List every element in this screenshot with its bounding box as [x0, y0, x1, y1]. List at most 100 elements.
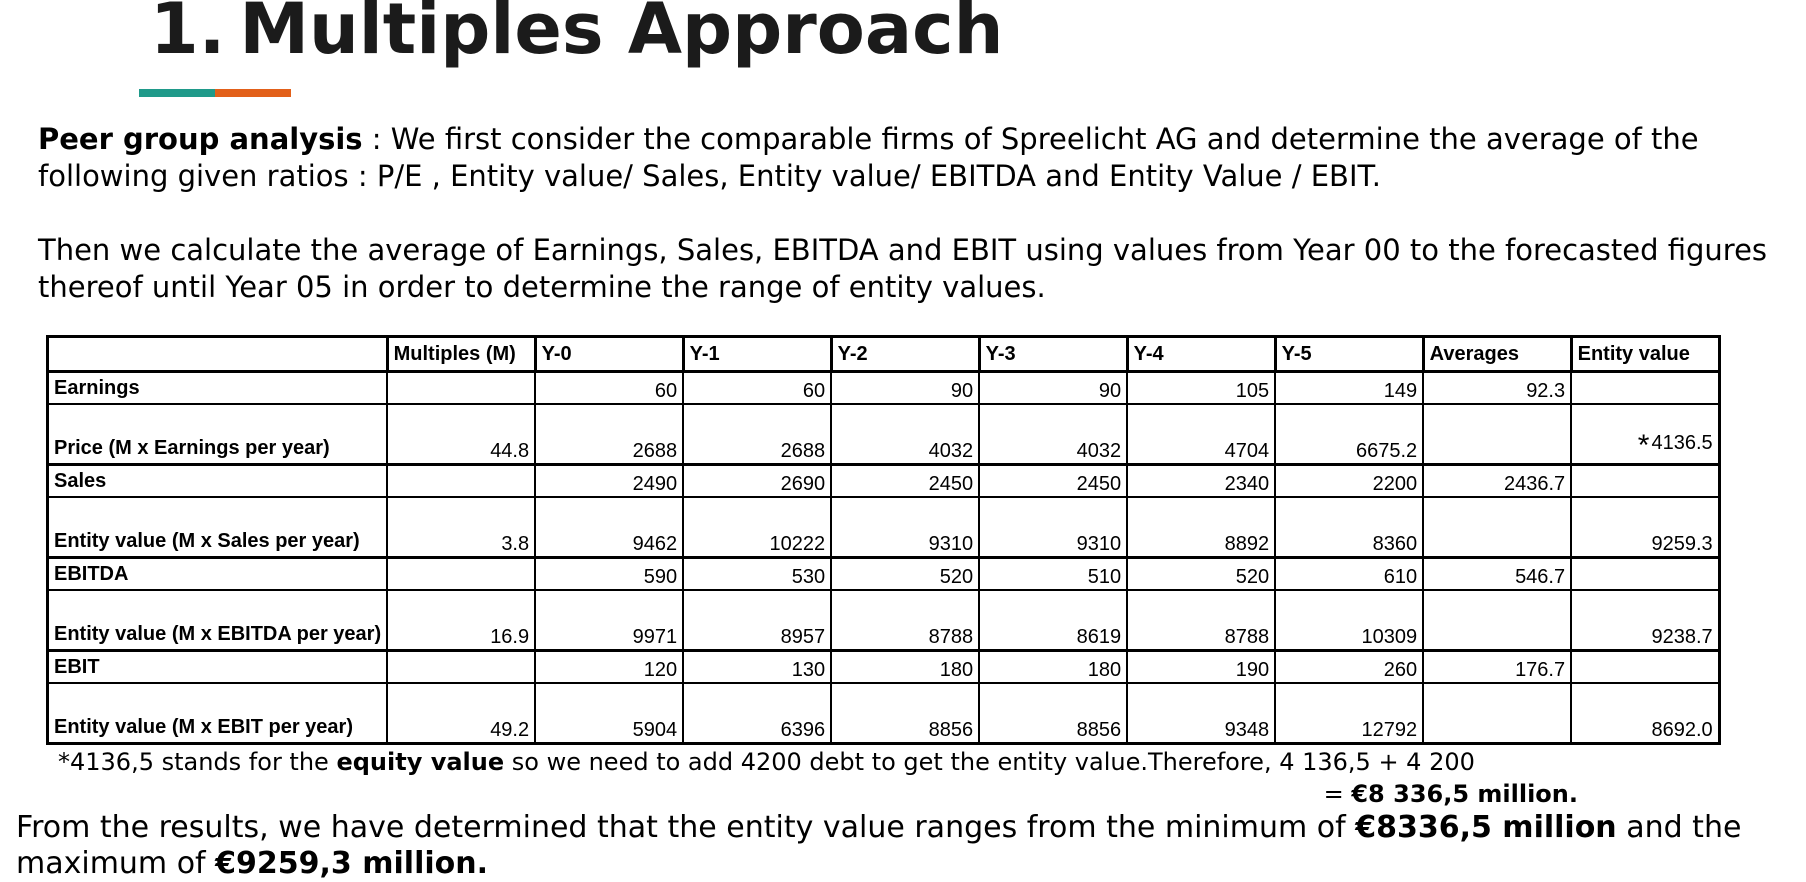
value-cell: 610: [1274, 556, 1425, 591]
header-cell-averages: Averages: [1421, 335, 1573, 373]
footnote: *4136,5 stands for the equity value so w…: [58, 746, 1578, 810]
value-cell: 2340: [1126, 463, 1277, 498]
footnote-result: €8 336,5 million.: [1351, 780, 1578, 808]
value-cell: 10222: [682, 496, 833, 559]
value-cell: 9310: [978, 496, 1129, 559]
value-cell: 590: [534, 556, 685, 591]
entity-value-cell: 8692.0: [1570, 682, 1721, 745]
entity-value-cell: 9259.3: [1570, 496, 1721, 559]
average-cell: [1422, 589, 1573, 652]
conclusion-text: From the results, we have determined tha…: [16, 810, 1356, 845]
header-cell-multiples: Multiples (M): [385, 335, 537, 373]
average-cell: 546.7: [1422, 556, 1573, 591]
entity-value-cell: [1570, 370, 1721, 405]
average-cell: [1422, 682, 1573, 745]
table-header-row: Multiples (M) Y-0 Y-1 Y-2 Y-3 Y-4 Y-5 Av…: [46, 335, 1721, 373]
value-cell: 90: [830, 370, 981, 405]
header-cell-y4: Y-4: [1125, 335, 1277, 373]
value-cell: 2450: [830, 463, 981, 498]
footnote-line-2: = €8 336,5 million.: [58, 778, 1578, 810]
conclusion-paragraph: From the results, we have determined tha…: [16, 810, 1796, 882]
value-cell: 2688: [534, 403, 685, 466]
row-label: Sales: [46, 463, 389, 498]
multiples-table: Multiples (M) Y-0 Y-1 Y-2 Y-3 Y-4 Y-5 Av…: [46, 335, 1721, 745]
header-cell-y0: Y-0: [533, 335, 685, 373]
value-cell: 60: [682, 370, 833, 405]
entity-value-cell: [1570, 649, 1721, 684]
value-cell: 2688: [682, 403, 833, 466]
value-cell: 8619: [978, 589, 1129, 652]
header-cell-entity-value: Entity value: [1569, 335, 1721, 373]
value-cell: 9462: [534, 496, 685, 559]
multiple-cell: [386, 556, 537, 591]
value-cell: 105: [1126, 370, 1277, 405]
value-cell: 2450: [978, 463, 1129, 498]
value-cell: 120: [534, 649, 685, 684]
value-cell: 8788: [830, 589, 981, 652]
footnote-text-2: so we need to add 4200 debt to get the e…: [504, 748, 1475, 776]
entity-value-cell: [1570, 556, 1721, 591]
entity-value-cell: * 4136.5: [1570, 403, 1721, 466]
value-cell: 190: [1126, 649, 1277, 684]
multiple-cell: [386, 649, 537, 684]
intro-paragraph-1: Peer group analysis : We first consider …: [38, 121, 1778, 195]
intro-p1-text: : We first consider the comparable firms…: [38, 122, 1699, 193]
value-cell: 90: [978, 370, 1129, 405]
value-cell: 5904: [534, 682, 685, 745]
peer-group-label: Peer group analysis: [38, 122, 363, 156]
header-cell-y1: Y-1: [681, 335, 833, 373]
entity-value-cell: 9238.7: [1570, 589, 1721, 652]
value-cell: 2690: [682, 463, 833, 498]
table-row: Sales 2490 2690 2450 2450 2340 2200 2436…: [46, 463, 1721, 498]
footnote-text: *4136,5 stands for the: [58, 748, 337, 776]
value-cell: 9971: [534, 589, 685, 652]
asterisk-mark: *: [1637, 429, 1650, 462]
value-cell: 8892: [1126, 496, 1277, 559]
table-row: Entity value (M x Sales per year) 3.8 94…: [46, 496, 1721, 559]
multiple-cell: 3.8: [386, 496, 537, 559]
value-cell: 4704: [1126, 403, 1277, 466]
value-cell: 530: [682, 556, 833, 591]
value-cell: 12792: [1274, 682, 1425, 745]
footnote-line-1: *4136,5 stands for the equity value so w…: [58, 746, 1578, 778]
value-cell: 8856: [830, 682, 981, 745]
value-cell: 510: [978, 556, 1129, 591]
value-cell: 180: [978, 649, 1129, 684]
table-row: Entity value (M x EBITDA per year) 16.9 …: [46, 589, 1721, 652]
accent-bar-orange: [215, 89, 291, 97]
title-number: 1.: [150, 0, 226, 70]
row-label: Earnings: [46, 370, 389, 405]
multiple-cell: 44.8: [386, 403, 537, 466]
value-cell: 130: [682, 649, 833, 684]
table-row: EBIT 120 130 180 180 190 260 176.7: [46, 649, 1721, 684]
average-cell: [1422, 496, 1573, 559]
multiple-cell: [386, 370, 537, 405]
header-cell-y2: Y-2: [829, 335, 981, 373]
equity-value: 4136.5: [1651, 432, 1713, 454]
conclusion-max-value: €9259,3 million.: [215, 846, 488, 881]
value-cell: 260: [1274, 649, 1425, 684]
value-cell: 149: [1274, 370, 1425, 405]
header-cell-y3: Y-3: [977, 335, 1129, 373]
footnote-equals: =: [1323, 780, 1352, 808]
row-label: Entity value (M x EBIT per year): [46, 682, 389, 745]
conclusion-min-value: €8336,5 million: [1355, 810, 1617, 845]
row-label: Price (M x Earnings per year): [46, 403, 389, 466]
value-cell: 10309: [1274, 589, 1425, 652]
average-cell: [1422, 403, 1573, 466]
multiple-cell: 16.9: [386, 589, 537, 652]
header-cell-y5: Y-5: [1273, 335, 1425, 373]
value-cell: 4032: [978, 403, 1129, 466]
equity-value-term: equity value: [336, 748, 505, 776]
value-cell: 520: [1126, 556, 1277, 591]
row-label: EBIT: [46, 649, 389, 684]
multiple-cell: 49.2: [386, 682, 537, 745]
page-title: 1. Multiples Approach: [150, 0, 1003, 70]
header-cell-label: [46, 335, 389, 373]
row-label: EBITDA: [46, 556, 389, 591]
entity-value-cell: [1570, 463, 1721, 498]
conclusion-text-2: and the maximum of: [16, 810, 1742, 881]
value-cell: 180: [830, 649, 981, 684]
value-cell: 520: [830, 556, 981, 591]
value-cell: 6675.2: [1274, 403, 1425, 466]
